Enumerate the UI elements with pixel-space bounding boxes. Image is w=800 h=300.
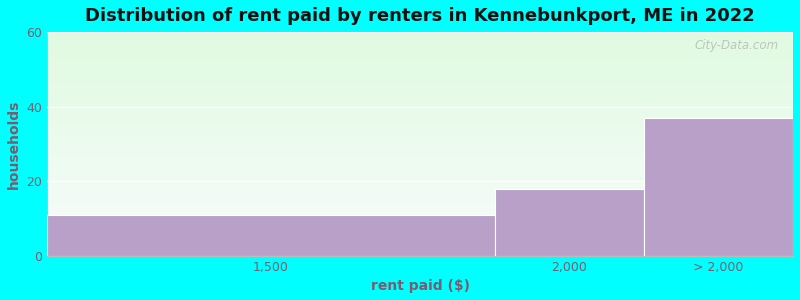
Title: Distribution of rent paid by renters in Kennebunkport, ME in 2022: Distribution of rent paid by renters in … [86, 7, 755, 25]
Bar [47, 214, 494, 256]
Text: City-Data.com: City-Data.com [694, 39, 778, 52]
Bar [494, 189, 644, 256]
Bar [644, 118, 793, 256]
X-axis label: rent paid ($): rent paid ($) [370, 279, 470, 293]
Y-axis label: households: households [7, 99, 21, 188]
